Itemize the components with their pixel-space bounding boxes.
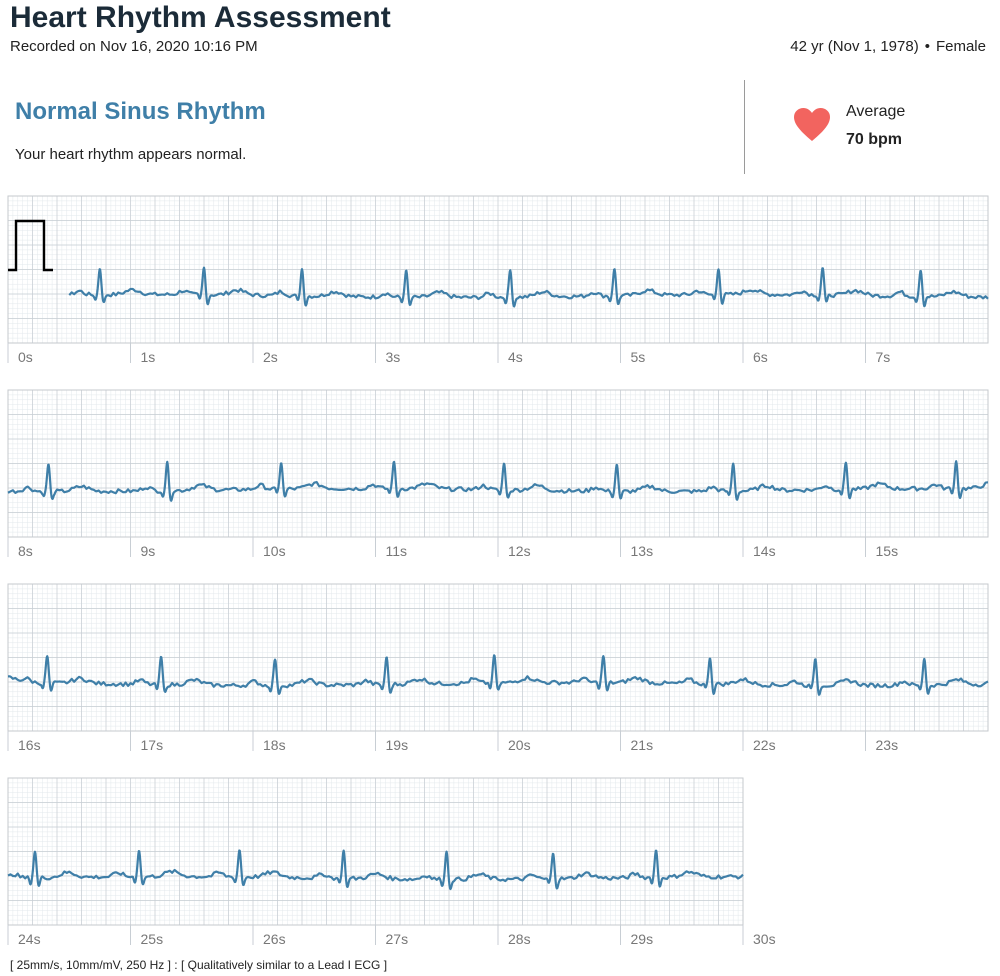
ecg-tick-label: 23s <box>876 737 899 753</box>
ecg-tick-label: 28s <box>508 931 531 947</box>
ecg-tick-label: 4s <box>508 349 523 365</box>
ecg-tick-label: 6s <box>753 349 768 365</box>
ecg-tick-label: 7s <box>876 349 891 365</box>
divider <box>744 80 745 174</box>
ecg-tick-label: 13s <box>631 543 654 559</box>
ecg-chart: 0s 1s 2s 3s 4s 5s 6s 7s 8s 9s 10s 11s 12s 13s 14s 15s 16… <box>7 195 989 947</box>
footnote: [ 25mm/s, 10mm/mV, 250 Hz ] : [ Qualitat… <box>10 958 388 972</box>
average-value: 70 bpm <box>846 131 903 148</box>
ecg-tick-label: 16s <box>18 737 41 753</box>
patient-info: 42 yr (Nov 1, 1978) • Female <box>790 38 986 55</box>
ecg-tick-label: 25s <box>141 931 164 947</box>
ecg-tick-label: 11s <box>386 543 408 559</box>
ecg-tick-label: 1s <box>141 349 156 365</box>
ecg-tick-label: 29s <box>631 931 654 947</box>
ecg-trace <box>7 849 744 891</box>
recorded-timestamp: Recorded on Nov 16, 2020 10:16 PM <box>10 38 258 55</box>
ecg-trace <box>7 460 989 502</box>
ecg-tick-label: 14s <box>753 543 776 559</box>
ecg-tick-label: 10s <box>263 543 286 559</box>
heart-icon <box>794 108 830 141</box>
ecg-trace <box>68 266 989 308</box>
ecg-tick-label: 5s <box>631 349 646 365</box>
separator-dot: • <box>924 38 930 55</box>
ecg-tick-label: 8s <box>18 543 33 559</box>
patient-age: 42 yr (Nov 1, 1978) <box>790 38 919 55</box>
rhythm-description: Your heart rhythm appears normal. <box>15 146 247 163</box>
patient-sex: Female <box>935 38 986 55</box>
ecg-trace <box>7 654 989 696</box>
ecg-tick-label: 18s <box>263 737 286 753</box>
ecg-grid-major <box>7 389 989 538</box>
ecg-grid-major <box>7 195 989 344</box>
ecg-tick-label: 3s <box>386 349 401 365</box>
ecg-tick-label: 27s <box>386 931 409 947</box>
page-title: Heart Rhythm Assessment <box>10 1 391 34</box>
calibration-pulse <box>8 219 53 272</box>
average-label: Average <box>846 103 906 120</box>
ecg-tick-label: 21s <box>631 737 654 753</box>
rhythm-classification: Normal Sinus Rhythm <box>15 98 266 125</box>
ecg-tick-label: 12s <box>508 543 531 559</box>
ecg-tick-label: 15s <box>876 543 899 559</box>
ecg-tick-label: 9s <box>141 543 156 559</box>
ecg-grid-major <box>7 777 744 926</box>
ecg-tick-label: 30s <box>753 931 776 947</box>
ecg-tick-label: 0s <box>18 349 33 365</box>
ecg-tick-label: 26s <box>263 931 286 947</box>
ecg-grid-major <box>7 583 989 732</box>
ecg-tick-label: 19s <box>386 737 409 753</box>
ecg-tick-label: 24s <box>18 931 41 947</box>
ecg-tick-label: 20s <box>508 737 531 753</box>
ecg-tick-label: 2s <box>263 349 278 365</box>
ecg-tick-label: 17s <box>141 737 164 753</box>
ecg-tick-label: 22s <box>753 737 776 753</box>
